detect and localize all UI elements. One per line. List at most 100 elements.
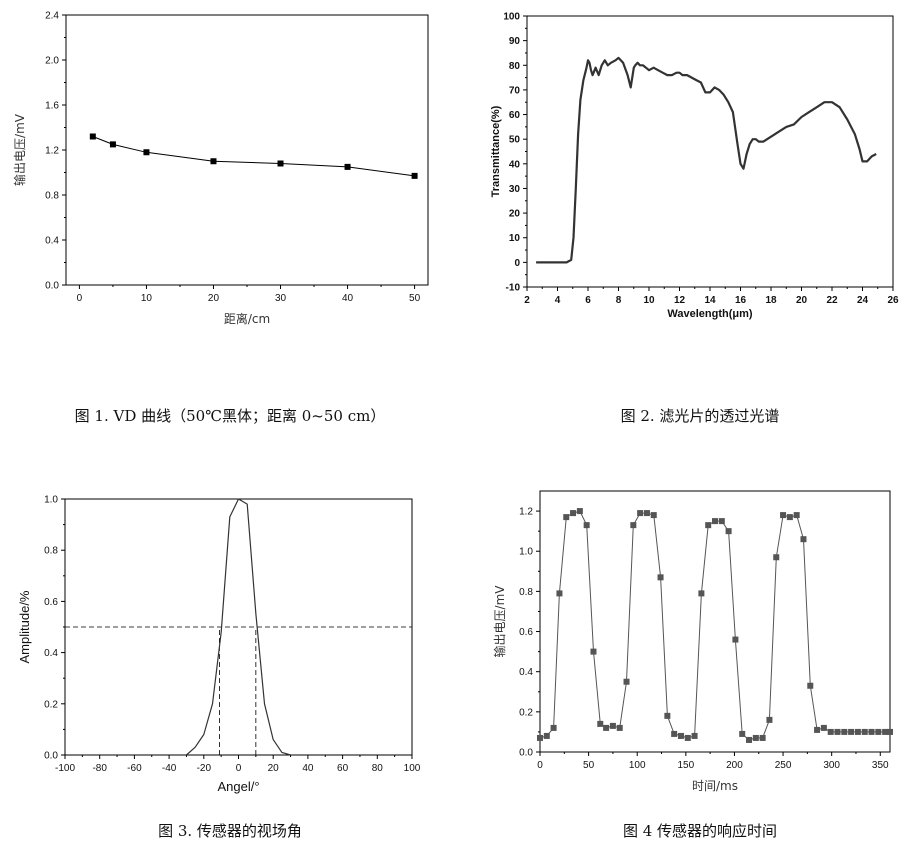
- x-tick-label: 0: [537, 760, 543, 771]
- y-tick-label: 0.8: [519, 587, 533, 598]
- data-point: [657, 574, 664, 581]
- data-point: [543, 732, 550, 739]
- data-point: [834, 728, 841, 735]
- data-point: [609, 722, 616, 729]
- y-tick-label: 20: [509, 209, 521, 220]
- series-line: [92, 136, 415, 177]
- x-tick-label: 0: [77, 293, 83, 304]
- data-point: [623, 678, 630, 685]
- data-point: [814, 726, 821, 733]
- data-point: [691, 732, 698, 739]
- x-tick-label: 80: [372, 763, 384, 774]
- series-line: [539, 510, 890, 741]
- data-point: [786, 514, 793, 521]
- x-tick-label: -100: [55, 763, 75, 774]
- x-tick-label: -80: [92, 763, 107, 774]
- x-tick-label: 40: [302, 763, 314, 774]
- y-tick-label: 0.4: [44, 648, 58, 659]
- y-axis-label: Amplitude/%: [17, 590, 32, 663]
- x-tick-label: 12: [674, 295, 686, 306]
- data-point: [556, 590, 563, 597]
- y-tick-label: 80: [509, 61, 521, 72]
- data-point: [705, 522, 712, 529]
- data-point: [411, 172, 418, 179]
- y-tick-label: 0.4: [519, 667, 533, 678]
- x-tick-label: 26: [887, 295, 899, 306]
- data-point: [718, 518, 725, 525]
- x-tick-label: 300: [823, 760, 840, 771]
- chart-field-of-view: 0.0 0.2 0.4 0.6 0.8 1.0 -100 -80 -60 -40 -20 0 20 40 6…: [17, 495, 421, 795]
- data-point: [210, 158, 217, 165]
- caption-figure-1: 图 1. VD 曲线（50℃黑体；距离 0~50 cm）: [75, 407, 386, 425]
- y-tick-label: 0.8: [44, 546, 58, 557]
- y-tick-label: 2.0: [45, 56, 59, 67]
- x-tick-label: 20: [796, 295, 808, 306]
- data-point: [820, 724, 827, 731]
- data-point: [597, 720, 604, 727]
- data-point: [677, 732, 684, 739]
- y-tick-label: -10: [506, 283, 521, 294]
- data-point: [109, 141, 116, 148]
- x-tick-label: 150: [677, 760, 694, 771]
- x-tick-label: 20: [208, 293, 220, 304]
- x-tick-label: 24: [857, 295, 869, 306]
- x-tick-label: 2: [524, 295, 530, 306]
- y-tick-label: 1.6: [45, 101, 59, 112]
- data-point: [725, 528, 732, 535]
- series-line: [536, 56, 877, 264]
- data-point: [643, 510, 650, 517]
- data-point: [712, 518, 718, 525]
- y-tick-label: 40: [509, 159, 521, 170]
- y-tick-label: 0.2: [519, 707, 533, 718]
- data-point: [732, 636, 739, 643]
- data-point: [583, 522, 590, 529]
- data-point: [563, 514, 570, 521]
- x-tick-label: 18: [765, 295, 777, 306]
- data-point: [277, 160, 284, 167]
- x-axis-label: 时间/ms: [692, 779, 738, 793]
- x-tick-label: 8: [616, 295, 622, 306]
- x-tick-label: 10: [643, 295, 655, 306]
- data-point: [344, 163, 351, 170]
- x-tick-label: 50: [583, 760, 595, 771]
- data-point: [739, 730, 746, 737]
- plot-frame: [65, 14, 429, 286]
- y-tick-label: 0.0: [45, 281, 59, 292]
- data-point: [89, 133, 96, 140]
- y-axis-label: Transmittance(%): [490, 105, 502, 197]
- y-tick-label: 0.2: [44, 699, 58, 710]
- y-tick-label: 0.0: [519, 748, 533, 759]
- data-point: [143, 149, 150, 156]
- y-tick-label: 0.6: [519, 627, 533, 638]
- y-tick-label: 0.4: [45, 236, 59, 247]
- plot-frame: [539, 490, 891, 753]
- data-point: [841, 728, 848, 735]
- x-tick-label: 0: [236, 763, 242, 774]
- x-tick-label: 60: [337, 763, 349, 774]
- data-point: [576, 508, 583, 515]
- x-tick-label: 22: [826, 295, 838, 306]
- x-tick-label: 20: [268, 763, 280, 774]
- data-point: [550, 724, 557, 731]
- y-tick-label: 90: [509, 36, 521, 47]
- x-tick-label: 350: [872, 760, 889, 771]
- y-tick-label: 1.0: [44, 495, 58, 506]
- y-tick-label: 2.4: [45, 11, 59, 22]
- data-point: [780, 512, 787, 519]
- x-tick-label: 250: [775, 760, 792, 771]
- caption-figure-2: 图 2. 滤光片的透过光谱: [621, 407, 780, 425]
- y-tick-label: 60: [509, 110, 521, 121]
- y-axis-label: 输出电压/mV: [492, 585, 507, 658]
- data-point: [603, 724, 610, 731]
- data-point: [766, 716, 773, 723]
- y-tick-label: 0.0: [44, 751, 58, 762]
- x-tick-label: -60: [127, 763, 142, 774]
- y-axis-label: 输出电压/mV: [12, 113, 27, 186]
- x-axis-label: 距离/cm: [224, 311, 270, 326]
- plot-frame: [526, 15, 894, 288]
- x-tick-label: 100: [629, 760, 646, 771]
- x-tick-label: 14: [704, 295, 716, 306]
- data-point: [759, 734, 766, 741]
